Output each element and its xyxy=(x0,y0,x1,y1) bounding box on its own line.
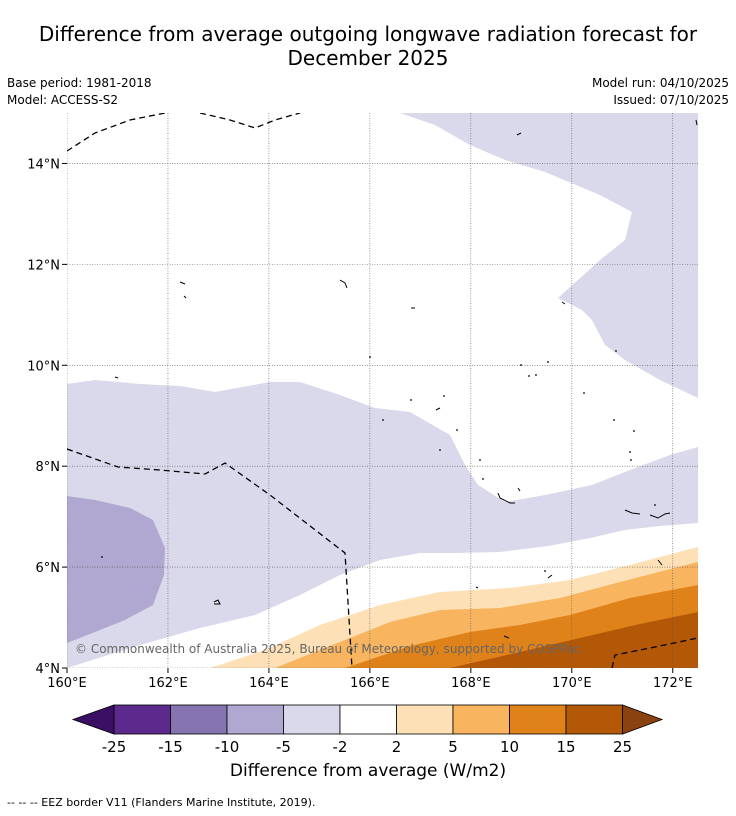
y-tick-label: 12°N xyxy=(27,258,60,273)
colorbar-bin xyxy=(509,704,567,735)
island-marker xyxy=(179,281,186,285)
x-axis: 160°E 162°E 164°E 166°E 168°E 170°E 172°E xyxy=(47,668,693,691)
island-marker xyxy=(339,279,348,289)
island-marker xyxy=(517,487,521,492)
base-period: Base period: 1981-2018 xyxy=(7,76,152,90)
x-tick-label: 164°E xyxy=(249,676,289,691)
colorbar-tick-label: 10 xyxy=(500,738,519,756)
colorbar-tick-label: 15 xyxy=(556,738,575,756)
contour-light-lavender-main xyxy=(67,380,698,668)
island-marker xyxy=(649,512,671,519)
colorbar-tick-label: -2 xyxy=(333,738,348,756)
contour-15-to-25 xyxy=(450,612,698,668)
island-marker xyxy=(561,301,566,305)
colorbar-bin xyxy=(113,704,171,735)
colorbar-bin xyxy=(396,704,454,735)
colorbar-bin xyxy=(452,704,510,735)
colorbar-bin xyxy=(339,704,397,735)
y-tick-label: 6°N xyxy=(36,561,61,576)
y-tick-label: 4°N xyxy=(36,662,61,677)
island-marker xyxy=(497,492,515,504)
colorbar-tick-label: -15 xyxy=(158,738,183,756)
colorbar-bin xyxy=(565,704,623,735)
island-marker xyxy=(516,132,522,136)
island-marker xyxy=(213,599,221,605)
island-marker xyxy=(624,509,641,515)
issued-date: Issued: 07/10/2025 xyxy=(613,93,729,107)
title-line-2: December 2025 xyxy=(287,46,449,70)
eez-border-north-2 xyxy=(199,113,301,129)
footnote: -- -- -- EEZ border V11 (Flanders Marine… xyxy=(7,796,316,809)
island-marker xyxy=(183,295,187,299)
colorbar-bin xyxy=(226,704,284,735)
island-marker xyxy=(114,376,119,379)
colorbar-tick-label: 5 xyxy=(448,738,458,756)
y-tick-label: 14°N xyxy=(27,157,60,172)
plot-area xyxy=(67,113,698,668)
colorbar-tick-label: 25 xyxy=(613,738,632,756)
meta-left: Base period: 1981-2018 Model: ACCESS-S2 xyxy=(7,75,152,109)
islands xyxy=(114,119,698,639)
chart-title: Difference from average outgoing longwav… xyxy=(0,22,736,70)
x-tick-label: 166°E xyxy=(350,676,390,691)
contour-light-lavender-north xyxy=(400,113,698,398)
island-dots xyxy=(101,350,656,572)
contour-lavender-west xyxy=(67,496,165,643)
colorbar-bin xyxy=(170,704,228,735)
x-tick-label: 172°E xyxy=(653,676,693,691)
x-tick-label: 170°E xyxy=(552,676,592,691)
island-marker xyxy=(503,635,510,639)
eez-border-central xyxy=(67,448,353,668)
colorbar-label: Difference from average (W/m2) xyxy=(229,761,507,781)
x-tick-label: 160°E xyxy=(47,676,87,691)
island-marker xyxy=(435,407,441,411)
eez-border-southeast xyxy=(611,637,698,668)
x-tick-label: 168°E xyxy=(451,676,491,691)
colorbar-tick-label: -5 xyxy=(276,738,291,756)
title-line-1: Difference from average outgoing longwav… xyxy=(38,22,698,46)
colorbar-tick-label: -10 xyxy=(215,738,240,756)
y-tick-label: 10°N xyxy=(27,359,60,374)
model-name: Model: ACCESS-S2 xyxy=(7,93,119,107)
island-marker xyxy=(695,119,698,126)
colorbar-extend-low xyxy=(71,704,115,735)
copyright-text: © Commonwealth of Australia 2025, Bureau… xyxy=(75,642,580,656)
y-axis: 4°N 6°N 8°N 10°N 12°N 14°N xyxy=(27,157,67,677)
colorbar-tick-label: 2 xyxy=(392,738,402,756)
island-marker xyxy=(475,586,479,589)
eez-border-north xyxy=(67,113,166,152)
gridlines xyxy=(67,113,698,668)
model-run: Model run: 04/10/2025 xyxy=(591,76,729,90)
x-tick-label: 162°E xyxy=(148,676,188,691)
eez-borders xyxy=(67,113,698,668)
meta-right: Model run: 04/10/2025 Issued: 07/10/2025 xyxy=(592,75,729,109)
colorbar-extend-high xyxy=(622,704,664,735)
colorbar-bin xyxy=(283,704,341,735)
y-tick-label: 8°N xyxy=(36,460,61,475)
colorbar-tick-label: -25 xyxy=(102,738,127,756)
island-marker xyxy=(547,574,553,579)
colorbar: -25 -15 -10 -5 -2 2 5 10 15 25 xyxy=(71,704,664,756)
island-marker xyxy=(657,559,663,566)
